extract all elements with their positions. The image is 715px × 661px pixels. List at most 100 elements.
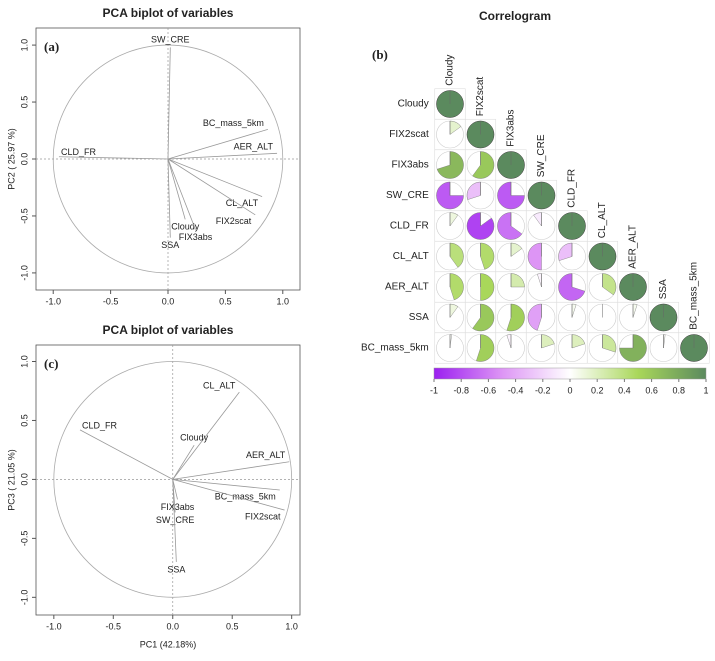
y-tick-label: -0.5 — [19, 531, 29, 547]
pie — [480, 242, 495, 270]
y-axis-label: PC3 ( 21.05 %) — [6, 449, 16, 511]
variable-label: AER_ALT — [246, 450, 286, 460]
x-tick-label: 0.5 — [219, 296, 232, 306]
loading-arrow — [167, 128, 268, 160]
pie — [466, 181, 481, 200]
color-tick-label: 0 — [567, 385, 572, 395]
variable-label: CL_ALT — [203, 381, 236, 391]
pie — [558, 273, 586, 301]
pie — [497, 212, 523, 240]
color-tick-label: -1 — [430, 385, 438, 395]
pie — [527, 242, 542, 271]
variable-label: Cloudy — [171, 222, 200, 232]
panel-label: (b) — [372, 47, 388, 62]
x-tick-label: 1.0 — [277, 296, 290, 306]
variable-label: SSA — [161, 240, 179, 250]
row-label: CL_ALT — [393, 251, 429, 262]
chart-title: PCA biplot of variables — [103, 323, 234, 337]
pie — [449, 273, 464, 301]
correlation-circle — [52, 44, 284, 274]
x-tick-label: -1.0 — [46, 621, 62, 631]
y-tick-label: 0.5 — [19, 414, 29, 427]
plot-frame — [35, 344, 301, 616]
variable-label: FIX2scat — [216, 216, 252, 226]
loading-arrow — [172, 479, 285, 511]
x-tick-label: -0.5 — [103, 296, 119, 306]
y-tick-label: 1.0 — [19, 39, 29, 52]
color-tick-label: 0.2 — [591, 385, 604, 395]
loading-arrow — [167, 158, 186, 220]
x-tick-label: 0.0 — [166, 621, 179, 631]
loading-arrow — [167, 158, 263, 197]
pie — [558, 242, 573, 261]
variable-label: CLD_FR — [61, 147, 97, 157]
y-tick-label: 0.0 — [19, 153, 29, 166]
y-tick-label: -0.5 — [19, 208, 29, 224]
variable-label: Cloudy — [180, 433, 209, 443]
variable-label: FIX3abs — [179, 232, 213, 242]
correlation-circle — [53, 361, 293, 598]
column-label: FIX2scat — [475, 77, 486, 117]
column-label: SW_CRE — [536, 134, 547, 177]
y-tick-label: 1.0 — [19, 355, 29, 368]
loading-arrow — [172, 479, 280, 491]
chart-title: Correlogram — [479, 9, 551, 23]
row-label: FIX3abs — [392, 160, 429, 171]
variable-label: BC_mass_5km — [203, 118, 264, 128]
row-label: Cloudy — [398, 99, 429, 110]
loading-arrow — [167, 158, 256, 216]
pie — [449, 242, 464, 268]
x-tick-label: 0.0 — [162, 296, 175, 306]
pie — [480, 273, 495, 301]
x-tick-label: -1.0 — [45, 296, 61, 306]
y-axis-label: PC2 ( 25.97 %) — [6, 128, 16, 190]
variable-label: CLD_FR — [82, 420, 118, 430]
color-tick-label: -0.6 — [481, 385, 497, 395]
y-tick-label: 0.5 — [19, 96, 29, 109]
pie — [527, 303, 542, 331]
variable-label: AER_ALT — [234, 142, 274, 152]
variable-label: FIX3abs — [161, 502, 195, 512]
row-label: SW_CRE — [386, 190, 429, 201]
loading-arrow — [58, 156, 169, 160]
row-label: SSA — [409, 312, 429, 323]
pie — [510, 273, 525, 288]
column-label: AER_ALT — [628, 225, 639, 269]
panel-label: (c) — [44, 356, 58, 371]
cell — [678, 332, 710, 364]
y-tick-label: 0.0 — [19, 473, 29, 486]
pie — [472, 303, 495, 332]
x-tick-label: 1.0 — [285, 621, 298, 631]
variable-label: SW_CRE — [156, 515, 195, 525]
column-label: Cloudy — [445, 55, 456, 86]
pie — [602, 334, 617, 353]
row-label: CLD_FR — [390, 221, 429, 232]
loading-arrow — [172, 391, 240, 480]
x-axis-label: PC1 (42.18%) — [140, 639, 197, 649]
x-tick-label: -0.5 — [106, 621, 122, 631]
row-label: AER_ALT — [385, 282, 429, 293]
pie — [602, 273, 617, 296]
color-bar — [433, 367, 707, 380]
color-tick-label: -0.8 — [453, 385, 469, 395]
color-tick-label: 0.4 — [618, 385, 631, 395]
row-label: FIX2scat — [389, 129, 429, 140]
variable-label: CL_ALT — [226, 198, 259, 208]
panel-label: (a) — [44, 39, 59, 54]
loading-arrow — [167, 152, 278, 160]
chart-title: PCA biplot of variables — [103, 6, 234, 20]
loading-arrow — [167, 158, 171, 238]
pie — [436, 151, 464, 179]
row-label: BC_mass_5km — [361, 343, 429, 354]
x-tick-label: 0.5 — [226, 621, 239, 631]
column-label: CLD_FR — [567, 169, 578, 208]
loading-arrow — [172, 479, 178, 500]
variable-label: BC_mass_5km — [215, 491, 276, 501]
loading-arrow — [79, 429, 173, 480]
pie — [472, 151, 495, 179]
color-tick-label: -0.2 — [535, 385, 551, 395]
variable-label: SW_CRE — [151, 35, 190, 45]
color-tick-label: 0.6 — [645, 385, 658, 395]
column-label: FIX3abs — [506, 110, 517, 147]
